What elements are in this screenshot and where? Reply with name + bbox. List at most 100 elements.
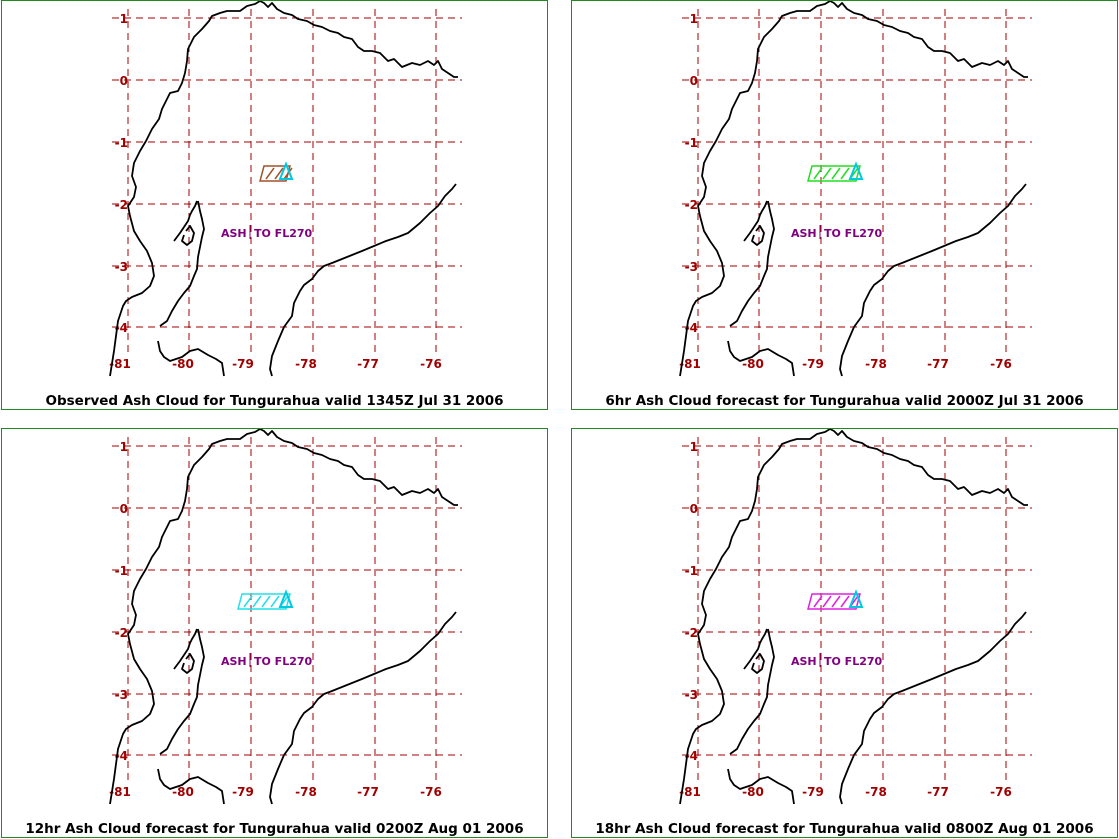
- coastline: [839, 611, 1027, 805]
- ash-cloud-hatch: [822, 595, 832, 608]
- lat-label: -2: [115, 626, 128, 640]
- lat-label: -1: [115, 564, 128, 578]
- coastline: [751, 225, 765, 246]
- lon-label: -81: [109, 357, 131, 371]
- ash-cloud-hatch: [270, 595, 280, 608]
- coastline: [269, 183, 457, 377]
- coastline: [173, 200, 198, 242]
- lat-label: -3: [685, 260, 698, 274]
- ash-cloud-polygon: [237, 593, 291, 610]
- coastline: [839, 183, 1027, 377]
- coastline: [159, 200, 205, 327]
- ash-cloud-hatch: [840, 167, 850, 180]
- lon-label: -80: [742, 357, 764, 371]
- ash-label: ASH: [221, 655, 247, 668]
- coastline: [109, 1, 458, 377]
- panel-caption: 6hr Ash Cloud forecast for Tungurahua va…: [605, 393, 1084, 409]
- lon-label: -77: [357, 785, 379, 799]
- ash-cloud-hatch: [822, 167, 832, 180]
- coastline: [173, 628, 198, 670]
- map-panel-18hr: 1 0 -1 -2 -3 -4 -81 -80 -79 -78 -77 -76 ASH TO FL270 …: [571, 428, 1118, 838]
- coastline: [159, 628, 205, 755]
- lon-label: -76: [420, 785, 442, 799]
- ash-cloud-hatch: [265, 167, 275, 180]
- lat-label: 1: [690, 440, 698, 454]
- lat-label: 0: [120, 502, 128, 516]
- lon-label: -78: [865, 357, 887, 371]
- lat-label: -3: [115, 260, 128, 274]
- lon-label: -78: [295, 785, 317, 799]
- lon-label: -78: [295, 357, 317, 371]
- coastline: [181, 653, 195, 674]
- lat-label: -1: [685, 136, 698, 150]
- map-panel-6hr: 1 0 -1 -2 -3 -4 -81 -80 -79 -78 -77 -76 ASH TO FL270 …: [571, 0, 1118, 410]
- coastline: [679, 1, 1028, 377]
- map-panel-observed: 1 0 -1 -2 -3 -4 -81 -80 -79 -78 -77 -76 ASH TO FL270 …: [1, 0, 548, 410]
- lon-label: -81: [109, 785, 131, 799]
- map-panel-12hr: 1 0 -1 -2 -3 -4 -81 -80 -79 -78 -77 -76 ASH TO FL270 …: [1, 428, 548, 838]
- ash-cloud-hatch: [813, 167, 823, 180]
- ash-cloud-polygon: [807, 165, 861, 182]
- ash-label-level: TO FL270: [254, 655, 313, 668]
- lon-label: -80: [172, 357, 194, 371]
- lat-label: 0: [690, 74, 698, 88]
- lat-label: -1: [115, 136, 128, 150]
- lat-label: 0: [120, 74, 128, 88]
- lat-label: -2: [685, 626, 698, 640]
- ash-label-level: TO FL270: [824, 655, 883, 668]
- ash-label: ASH: [791, 655, 817, 668]
- lon-label: -77: [357, 357, 379, 371]
- lon-label: -79: [232, 357, 254, 371]
- coastline: [729, 200, 775, 327]
- ash-label: ASH: [221, 227, 247, 240]
- lon-label: -76: [420, 357, 442, 371]
- lon-label: -80: [742, 785, 764, 799]
- lon-label: -79: [232, 785, 254, 799]
- lat-label: 1: [690, 12, 698, 26]
- ash-label-level: TO FL270: [254, 227, 313, 240]
- lon-label: -80: [172, 785, 194, 799]
- lat-label: -3: [115, 688, 128, 702]
- ash-cloud-hatch: [261, 595, 271, 608]
- lat-label: -1: [685, 564, 698, 578]
- volcano-icon: [848, 589, 864, 608]
- coastline: [269, 611, 457, 805]
- panel-caption: Observed Ash Cloud for Tungurahua valid …: [45, 393, 504, 409]
- lat-label: -2: [115, 198, 128, 212]
- coastline: [181, 225, 195, 246]
- ash-label-level: TO FL270: [824, 227, 883, 240]
- ash-cloud-hatch: [840, 595, 850, 608]
- ash-cloud-hatch: [831, 595, 841, 608]
- lat-label: 0: [690, 502, 698, 516]
- coastline: [727, 340, 795, 377]
- lat-label: 1: [120, 12, 128, 26]
- panel-caption: 18hr Ash Cloud forecast for Tungurahua v…: [595, 821, 1094, 837]
- ash-cloud-hatch: [283, 167, 293, 180]
- lon-label: -77: [927, 357, 949, 371]
- volcano-icon: [848, 161, 864, 180]
- ash-cloud-hatch: [243, 595, 253, 608]
- coastline: [157, 768, 225, 805]
- ash-cloud-hatch: [813, 595, 823, 608]
- lon-label: -79: [802, 357, 824, 371]
- ash-cloud-polygon: [807, 593, 861, 610]
- lon-label: -76: [990, 357, 1012, 371]
- volcano-icon: [278, 161, 294, 180]
- lon-label: -81: [679, 785, 701, 799]
- coastline: [743, 628, 768, 670]
- lon-label: -76: [990, 785, 1012, 799]
- volcano-icon: [278, 589, 294, 608]
- coastline: [729, 628, 775, 755]
- coastline: [157, 340, 225, 377]
- ash-cloud-polygon: [259, 165, 291, 182]
- ash-label: ASH: [791, 227, 817, 240]
- coastline: [679, 429, 1028, 805]
- ash-cloud-hatch: [274, 167, 284, 180]
- lon-label: -78: [865, 785, 887, 799]
- coastline: [743, 200, 768, 242]
- lat-label: 1: [120, 440, 128, 454]
- coastline: [751, 653, 765, 674]
- lat-label: -3: [685, 688, 698, 702]
- lon-label: -77: [927, 785, 949, 799]
